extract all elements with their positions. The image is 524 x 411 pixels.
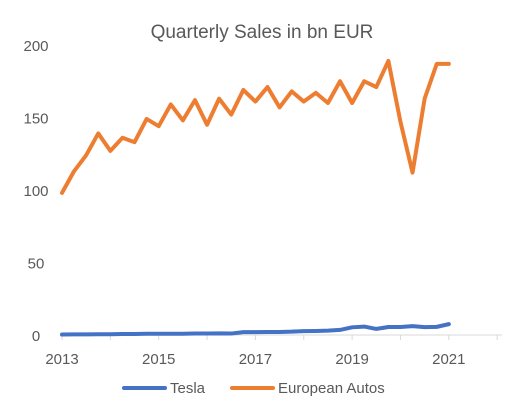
- legend-label-european-autos: European Autos: [278, 380, 385, 397]
- y-tick-label-200: 200: [23, 38, 48, 55]
- y-tick-label-150: 150: [23, 111, 48, 128]
- x-tick-label-2019: 2019: [335, 351, 368, 368]
- y-tick-label-50: 50: [28, 256, 45, 273]
- y-tick-label-100: 100: [23, 183, 48, 200]
- legend-label-tesla: Tesla: [170, 380, 206, 397]
- series-lines: [60, 58, 451, 337]
- x-tick-label-2015: 2015: [142, 351, 175, 368]
- chart-title: Quarterly Sales in bn EUR: [151, 22, 374, 43]
- y-tick-label-0: 0: [32, 328, 40, 345]
- x-tick-label-2013: 2013: [45, 351, 78, 368]
- y-axis: 0 50 100 150 200: [23, 38, 48, 345]
- series-line-european-autos: [60, 58, 451, 195]
- x-tick-label-2021: 2021: [432, 351, 465, 368]
- x-axis: 2013 2015 2017 2019 2021: [45, 334, 502, 368]
- legend: Tesla European Autos: [122, 380, 385, 397]
- series-line-tesla: [60, 322, 451, 337]
- x-tick-label-2017: 2017: [239, 351, 272, 368]
